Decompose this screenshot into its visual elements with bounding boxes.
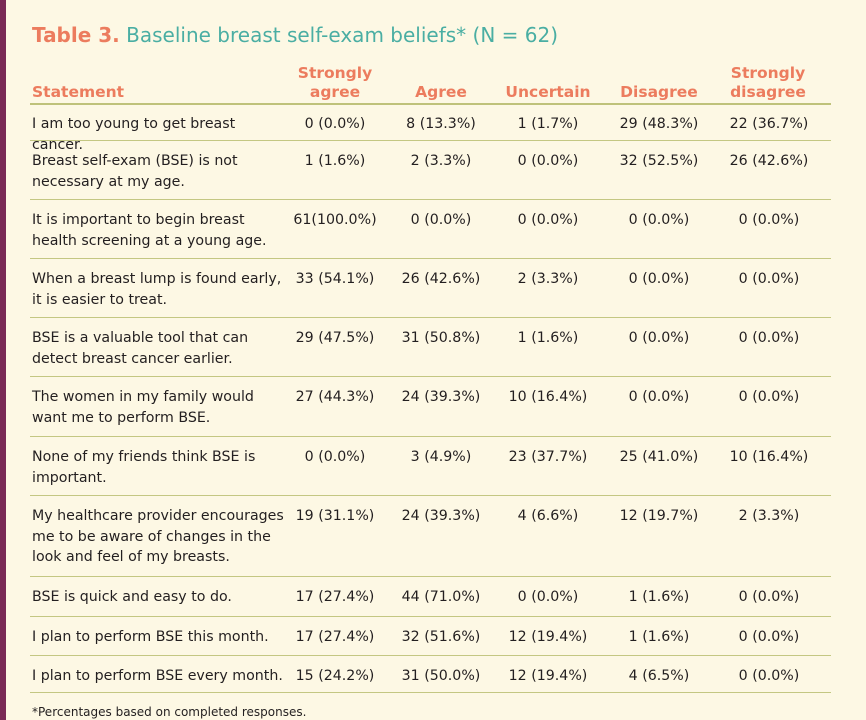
uncertain-cell: 12 (19.4%) — [508, 668, 588, 684]
table-row: Breast self-exam (BSE) is not necessary … — [30, 141, 831, 200]
table-footnote: *Percentages based on completed response… — [32, 705, 307, 719]
agree-cell: 0 (0.0%) — [410, 212, 472, 228]
row-divider — [30, 376, 831, 377]
statement-cell: When a breast lump is found early, it is… — [32, 271, 282, 308]
column-header-uncertain: Uncertain — [505, 83, 591, 101]
left-accent-bar — [0, 0, 6, 720]
row-divider — [30, 317, 831, 318]
row-divider — [30, 692, 831, 693]
statement-cell: BSE is a valuable tool that can detect b… — [32, 330, 249, 367]
agree-cell: 3 (4.9%) — [410, 449, 472, 465]
strongly-agree-cell: 33 (54.1%) — [295, 271, 375, 287]
disagree-cell: 32 (52.5%) — [619, 153, 699, 169]
disagree-cell: 0 (0.0%) — [628, 212, 690, 228]
strongly-disagree-cell: 0 (0.0%) — [738, 212, 800, 228]
statement-cell: My healthcare provider encourages me to … — [32, 508, 284, 565]
agree-cell: 31 (50.0%) — [401, 668, 481, 684]
disagree-cell: 0 (0.0%) — [628, 330, 690, 346]
strongly-agree-cell: 27 (44.3%) — [295, 389, 375, 405]
table-row: My healthcare provider encourages me to … — [30, 496, 831, 577]
uncertain-cell: 12 (19.4%) — [508, 629, 588, 645]
table-title: Table 3. Baseline breast self-exam belie… — [32, 23, 558, 47]
strongly-disagree-cell: 26 (42.6%) — [729, 153, 809, 169]
uncertain-cell: 4 (6.6%) — [517, 508, 579, 524]
column-header-strongly-agree: Strongly agree — [297, 64, 373, 101]
uncertain-cell: 1 (1.7%) — [517, 116, 579, 132]
row-divider — [30, 655, 831, 656]
strongly-disagree-cell: 0 (0.0%) — [738, 271, 800, 287]
disagree-cell: 12 (19.7%) — [619, 508, 699, 524]
statement-cell: It is important to begin breast health s… — [32, 212, 267, 249]
agree-cell: 26 (42.6%) — [401, 271, 481, 287]
statement-cell: None of my friends think BSE is importan… — [32, 449, 256, 486]
strongly-agree-cell: 15 (24.2%) — [295, 668, 375, 684]
table-row: When a breast lump is found early, it is… — [30, 259, 831, 318]
statement-cell: BSE is quick and easy to do. — [32, 589, 232, 605]
strongly-disagree-cell: 0 (0.0%) — [738, 330, 800, 346]
strongly-agree-cell: 61(100.0%) — [293, 212, 377, 228]
strongly-agree-cell: 1 (1.6%) — [304, 153, 366, 169]
disagree-cell: 0 (0.0%) — [628, 389, 690, 405]
agree-cell: 24 (39.3%) — [401, 508, 481, 524]
strongly-agree-cell: 17 (27.4%) — [295, 629, 375, 645]
disagree-cell: 1 (1.6%) — [628, 629, 690, 645]
row-divider — [30, 436, 831, 437]
table-row: I plan to perform BSE every month. 15 (24… — [30, 656, 831, 693]
header-rule — [30, 103, 831, 105]
strongly-disagree-cell: 22 (36.7%) — [729, 116, 809, 132]
disagree-cell: 1 (1.6%) — [628, 589, 690, 605]
table-label: Table 3. — [32, 23, 120, 47]
statement-cell: Breast self-exam (BSE) is not necessary … — [32, 153, 238, 190]
disagree-cell: 29 (48.3%) — [619, 116, 699, 132]
column-header-statement: Statement — [32, 83, 125, 101]
row-divider — [30, 576, 831, 577]
statement-cell: I plan to perform BSE this month. — [32, 629, 269, 645]
row-divider — [30, 495, 831, 496]
strongly-agree-cell: 0 (0.0%) — [304, 116, 366, 132]
disagree-cell: 0 (0.0%) — [628, 271, 690, 287]
disagree-cell: 4 (6.5%) — [628, 668, 690, 684]
strongly-disagree-cell: 0 (0.0%) — [738, 389, 800, 405]
row-divider — [30, 199, 831, 200]
agree-cell: 8 (13.3%) — [406, 116, 476, 132]
table-caption: Baseline breast self-exam beliefs* (N = … — [126, 23, 559, 47]
table-row: It is important to begin breast health s… — [30, 200, 831, 259]
uncertain-cell: 0 (0.0%) — [517, 212, 579, 228]
strongly-disagree-cell: 2 (3.3%) — [738, 508, 800, 524]
agree-cell: 24 (39.3%) — [401, 389, 481, 405]
table-row: I plan to perform BSE this month. 17 (27.… — [30, 617, 831, 656]
table-row: The women in my family would want me to … — [30, 377, 831, 437]
agree-cell: 44 (71.0%) — [401, 589, 481, 605]
table-row: I am too young to get breast cancer. 0 (0… — [30, 104, 831, 153]
disagree-cell: 25 (41.0%) — [619, 449, 699, 465]
statement-cell: The women in my family would want me to … — [32, 389, 254, 426]
strongly-disagree-cell: 0 (0.0%) — [738, 589, 800, 605]
strongly-agree-cell: 17 (27.4%) — [295, 589, 375, 605]
row-divider — [30, 616, 831, 617]
strongly-disagree-cell: 0 (0.0%) — [738, 629, 800, 645]
uncertain-cell: 1 (1.6%) — [517, 330, 579, 346]
strongly-agree-cell: 29 (47.5%) — [295, 330, 375, 346]
agree-cell: 32 (51.6%) — [401, 629, 481, 645]
strongly-agree-cell: 0 (0.0%) — [304, 449, 366, 465]
row-divider — [30, 140, 831, 141]
column-header-agree: Agree — [415, 83, 467, 101]
uncertain-cell: 2 (3.3%) — [517, 271, 579, 287]
strongly-agree-cell: 19 (31.1%) — [295, 508, 375, 524]
column-header-disagree: Disagree — [620, 83, 698, 101]
statement-cell: I plan to perform BSE every month. — [32, 668, 283, 684]
agree-cell: 31 (50.8%) — [401, 330, 481, 346]
row-divider — [30, 258, 831, 259]
table-row: BSE is quick and easy to do. 17 (27.4%) 44… — [30, 577, 831, 617]
strongly-disagree-cell: 10 (16.4%) — [729, 449, 809, 465]
uncertain-cell: 0 (0.0%) — [517, 589, 579, 605]
uncertain-cell: 10 (16.4%) — [508, 389, 588, 405]
uncertain-cell: 23 (37.7%) — [508, 449, 588, 465]
strongly-disagree-cell: 0 (0.0%) — [738, 668, 800, 684]
column-header-strongly-disagree: Strongly disagree — [730, 64, 806, 101]
table-row: BSE is a valuable tool that can detect b… — [30, 318, 831, 377]
uncertain-cell: 0 (0.0%) — [517, 153, 579, 169]
table-row: None of my friends think BSE is importan… — [30, 437, 831, 496]
agree-cell: 2 (3.3%) — [410, 153, 472, 169]
